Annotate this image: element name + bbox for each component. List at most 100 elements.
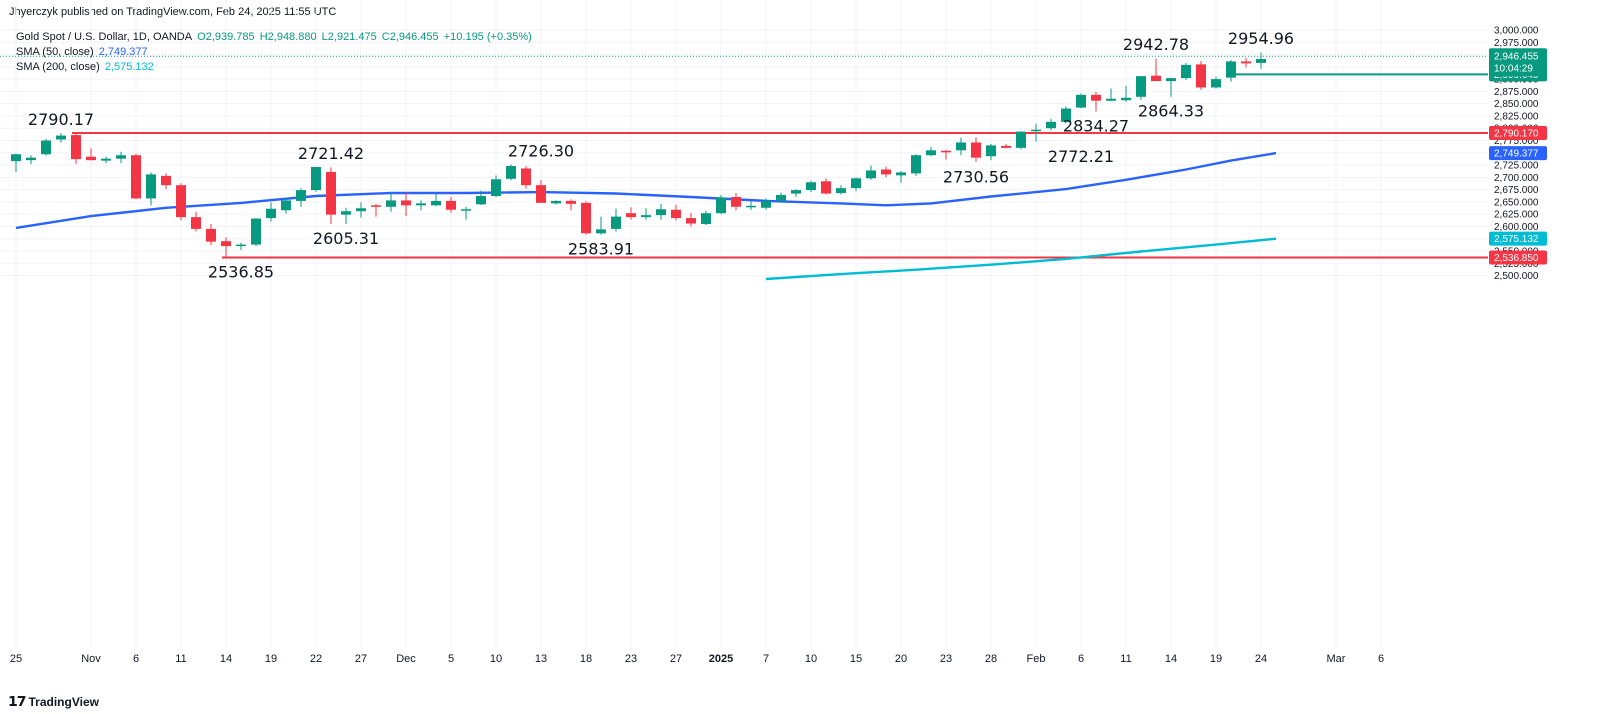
level-price-tag — [1489, 126, 1547, 141]
y-tick-label: 2,775.000 — [1494, 136, 1539, 147]
y-tick-label: 2,625.000 — [1494, 210, 1539, 221]
low-value: L2,921.475 — [321, 31, 377, 43]
time-axis[interactable]: 25 Nov 6 11 14 19 22 27 Dec 5 10 13 18 23 27 2025 7 10 15 2… — [10, 653, 1384, 665]
candle-body — [116, 155, 126, 159]
candle-body — [926, 150, 936, 156]
candle-body — [941, 150, 951, 153]
x-tick-label: 25 — [10, 653, 22, 665]
x-tick-label: 2025 — [709, 653, 733, 665]
chart-legend: Gold Spot / U.S. Dollar, 1D, OANDA O2,93… — [16, 30, 534, 75]
candle-body — [551, 200, 561, 204]
candle-body — [1136, 76, 1146, 97]
price-axis[interactable]: 3,000.0002,975.0002,950.0002,925.0002,90… — [1489, 26, 1547, 283]
candle-body — [191, 217, 201, 229]
y-tick-label: 2,675.000 — [1494, 185, 1539, 196]
candle-body — [281, 200, 291, 211]
candle-body — [1061, 108, 1071, 122]
sma-price-label: 2,575.132 — [1494, 234, 1539, 245]
sma-price-label: 2,749.377 — [1494, 149, 1539, 160]
candle-body — [86, 156, 96, 161]
candle-body — [641, 215, 651, 218]
x-tick-label: 23 — [625, 653, 637, 665]
candle-body — [1106, 98, 1116, 101]
candle-body — [311, 167, 321, 191]
sma50-row[interactable]: SMA (50, close) 2,749.377 — [16, 45, 534, 60]
candle-body — [491, 179, 501, 196]
candle-body — [476, 195, 486, 205]
candle-body — [446, 200, 456, 210]
sma50-label: SMA (50, close) — [16, 46, 94, 58]
candle-body — [401, 200, 411, 206]
sma50-value: 2,749.377 — [98, 46, 148, 58]
x-tick-label: Feb — [1027, 653, 1046, 665]
y-tick-label: 2,975.000 — [1494, 38, 1539, 49]
candle-body — [1166, 78, 1176, 82]
last-price-label: 2,946.455 — [1494, 51, 1539, 62]
candle-body — [161, 175, 171, 186]
candle-body — [716, 197, 726, 214]
candle-body — [416, 203, 426, 206]
change-value: +10.195 (+0.35%) — [443, 31, 532, 43]
candle-body — [371, 205, 381, 207]
candle-body — [1181, 64, 1191, 79]
candle-body — [1046, 121, 1056, 129]
x-tick-label: 18 — [580, 653, 592, 665]
candle-body — [671, 209, 681, 219]
candle-body — [101, 158, 111, 161]
x-tick-label: 20 — [895, 653, 907, 665]
candle-body — [56, 135, 66, 140]
candle-body — [1091, 94, 1101, 101]
candles — [11, 52, 1266, 258]
candle-body — [176, 185, 186, 218]
x-tick-label: 6 — [133, 653, 139, 665]
candle-body — [866, 170, 876, 179]
x-tick-label: Nov — [81, 653, 101, 665]
sma200-line — [765, 237, 1277, 281]
candle-body — [971, 142, 981, 158]
tradingview-logo-icon: 𝟭𝟳 — [8, 693, 27, 709]
tradingview-footer[interactable]: 𝟭𝟳 TradingView — [8, 693, 99, 710]
y-tick-label: 3,000.000 — [1494, 26, 1539, 37]
x-tick-label: 22 — [310, 653, 322, 665]
sma200-label: SMA (200, close) — [16, 61, 100, 73]
close-value: C2,946.455 — [381, 31, 439, 43]
price-annotation: 2721.42 — [298, 144, 364, 163]
candle-body — [521, 168, 531, 186]
symbol-row[interactable]: Gold Spot / U.S. Dollar, 1D, OANDA O2,93… — [16, 30, 534, 45]
x-tick-label: 23 — [940, 653, 952, 665]
candle-body — [626, 213, 636, 218]
candle-body — [386, 200, 396, 207]
y-tick-label: 2,875.000 — [1494, 87, 1539, 98]
candle-body — [221, 241, 231, 247]
candle-body — [1211, 79, 1221, 88]
brand-name: TradingView — [28, 694, 99, 709]
candle-body — [746, 205, 756, 208]
level-price-label: 2,790.170 — [1494, 129, 1539, 140]
candle-body — [236, 244, 246, 247]
level-price-label: 2,536.850 — [1494, 253, 1539, 264]
sma200-row[interactable]: SMA (200, close) 2,575.132 — [16, 60, 534, 75]
price-annotation: 2834.27 — [1063, 116, 1129, 135]
candle-body — [986, 145, 996, 157]
x-tick-label: 10 — [805, 653, 817, 665]
x-tick-label: 11 — [1120, 653, 1131, 665]
candle-body — [836, 188, 846, 194]
x-tick-label: 28 — [985, 653, 997, 665]
candle-body — [581, 202, 591, 234]
price-annotation: 2583.91 — [568, 239, 634, 258]
sma50-line — [15, 151, 1277, 230]
grid — [0, 0, 1488, 648]
price-annotation: 2605.31 — [313, 229, 379, 248]
candle-body — [536, 185, 546, 203]
y-tick-label: 2,500.000 — [1494, 271, 1539, 282]
last-price-tag — [1489, 48, 1547, 77]
y-tick-label: 2,650.000 — [1494, 197, 1539, 208]
price-annotation: 2864.33 — [1138, 102, 1204, 121]
sma200-value: 2,575.132 — [104, 61, 154, 73]
price-annotation: 2942.78 — [1123, 35, 1189, 54]
candle-body — [1031, 129, 1041, 132]
level-price-tag — [1489, 250, 1547, 265]
price-annotation: 2790.17 — [28, 110, 94, 129]
candle-body — [1001, 145, 1011, 148]
